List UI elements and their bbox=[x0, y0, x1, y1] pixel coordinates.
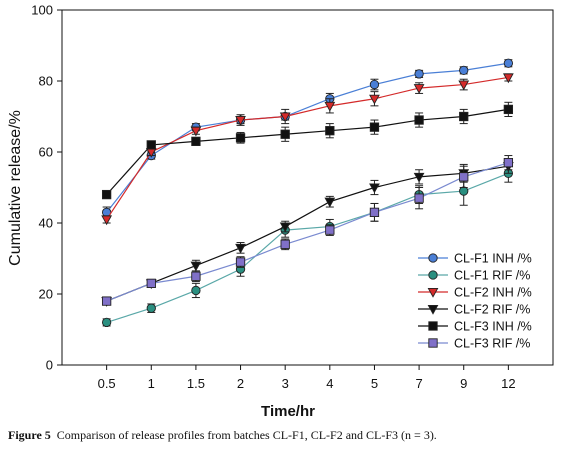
data-point bbox=[324, 197, 336, 208]
series-line bbox=[106, 172, 509, 323]
legend-marker bbox=[428, 253, 438, 263]
legend-label: CL-F3 INH /% bbox=[454, 320, 532, 334]
x-tick-label: 5 bbox=[371, 376, 378, 391]
series-4 bbox=[101, 158, 514, 307]
data-point bbox=[413, 172, 425, 183]
data-point bbox=[459, 111, 469, 122]
data-point bbox=[101, 189, 112, 200]
x-tick-label: 1 bbox=[148, 376, 155, 391]
y-tick-label: 20 bbox=[39, 287, 53, 302]
series-2 bbox=[101, 163, 514, 328]
legend-marker bbox=[428, 270, 438, 280]
legend-marker bbox=[428, 338, 438, 348]
data-point bbox=[235, 116, 246, 126]
x-tick-label: 9 bbox=[460, 376, 467, 391]
data-point bbox=[458, 80, 470, 91]
data-point bbox=[235, 257, 246, 267]
x-tick-label: 0.5 bbox=[98, 376, 116, 391]
series-1 bbox=[101, 58, 514, 219]
data-point bbox=[369, 183, 380, 194]
x-tick-label: 3 bbox=[282, 376, 289, 391]
x-tick-label: 2 bbox=[237, 376, 244, 391]
data-point bbox=[459, 65, 469, 76]
y-tick-label: 40 bbox=[39, 216, 53, 231]
x-tick-label: 7 bbox=[415, 376, 422, 391]
series-6 bbox=[101, 155, 514, 306]
figure-caption-text: Comparison of release profiles from batc… bbox=[56, 428, 437, 442]
legend-label: CL-F2 RIF /% bbox=[454, 303, 530, 317]
data-point bbox=[101, 215, 113, 226]
figure-caption: Figure 5 Comparison of release profiles f… bbox=[8, 428, 578, 443]
x-tick-label: 12 bbox=[501, 376, 515, 391]
series-line bbox=[106, 108, 509, 196]
data-point bbox=[369, 79, 380, 90]
data-point bbox=[146, 140, 156, 150]
data-point bbox=[235, 243, 246, 254]
data-point bbox=[191, 271, 201, 281]
legend-marker bbox=[427, 304, 439, 315]
data-point bbox=[503, 58, 514, 68]
y-tick-label: 60 bbox=[39, 145, 53, 160]
data-point bbox=[191, 285, 201, 296]
y-tick-label: 100 bbox=[31, 3, 53, 18]
y-tick-label: 80 bbox=[39, 74, 53, 89]
series-line bbox=[106, 76, 509, 220]
data-point bbox=[413, 84, 425, 94]
data-point bbox=[414, 115, 424, 125]
data-point bbox=[191, 136, 201, 146]
data-point bbox=[146, 278, 156, 288]
data-point bbox=[146, 303, 156, 313]
data-point bbox=[325, 225, 335, 235]
data-point bbox=[280, 239, 290, 249]
legend-label: CL-F2 INH /% bbox=[454, 286, 532, 300]
series-3 bbox=[101, 73, 514, 226]
data-point bbox=[369, 122, 380, 132]
legend-marker bbox=[428, 321, 438, 331]
data-point bbox=[459, 186, 469, 196]
data-point bbox=[279, 112, 291, 123]
plot-frame bbox=[61, 9, 554, 366]
data-point bbox=[503, 104, 514, 115]
legend-marker bbox=[427, 287, 439, 298]
data-point bbox=[502, 73, 514, 84]
legend-label: CL-F3 RIF /% bbox=[454, 337, 530, 351]
data-point bbox=[503, 157, 514, 168]
data-point bbox=[459, 172, 469, 182]
data-point bbox=[101, 317, 112, 328]
data-point bbox=[324, 101, 336, 112]
data-point bbox=[235, 133, 246, 143]
x-axis-label: Time/hr bbox=[261, 403, 315, 420]
legend-label: CL-F1 INH /% bbox=[454, 252, 532, 266]
data-point bbox=[414, 69, 424, 79]
y-axis-label: Cumulative release/% bbox=[7, 110, 24, 266]
data-point bbox=[190, 126, 202, 137]
legend: CL-F1 INH /% CL-F1 RIF /% CL-F2 INH /% CL-F… bbox=[418, 252, 532, 351]
y-tick-label: 0 bbox=[46, 358, 53, 373]
series-5 bbox=[101, 101, 514, 200]
data-point bbox=[325, 126, 335, 136]
x-tick-label: 1.5 bbox=[187, 376, 205, 391]
data-point bbox=[280, 129, 290, 139]
data-point bbox=[101, 296, 112, 306]
figure-label: Figure 5 bbox=[8, 428, 51, 442]
series-line bbox=[106, 165, 509, 302]
data-point bbox=[279, 222, 291, 233]
x-tick-label: 4 bbox=[326, 376, 333, 391]
data-point bbox=[369, 207, 380, 217]
data-point bbox=[190, 261, 202, 272]
data-point bbox=[414, 193, 424, 203]
data-point bbox=[369, 94, 380, 105]
legend-label: CL-F1 RIF /% bbox=[454, 269, 530, 283]
series-line bbox=[106, 162, 509, 302]
